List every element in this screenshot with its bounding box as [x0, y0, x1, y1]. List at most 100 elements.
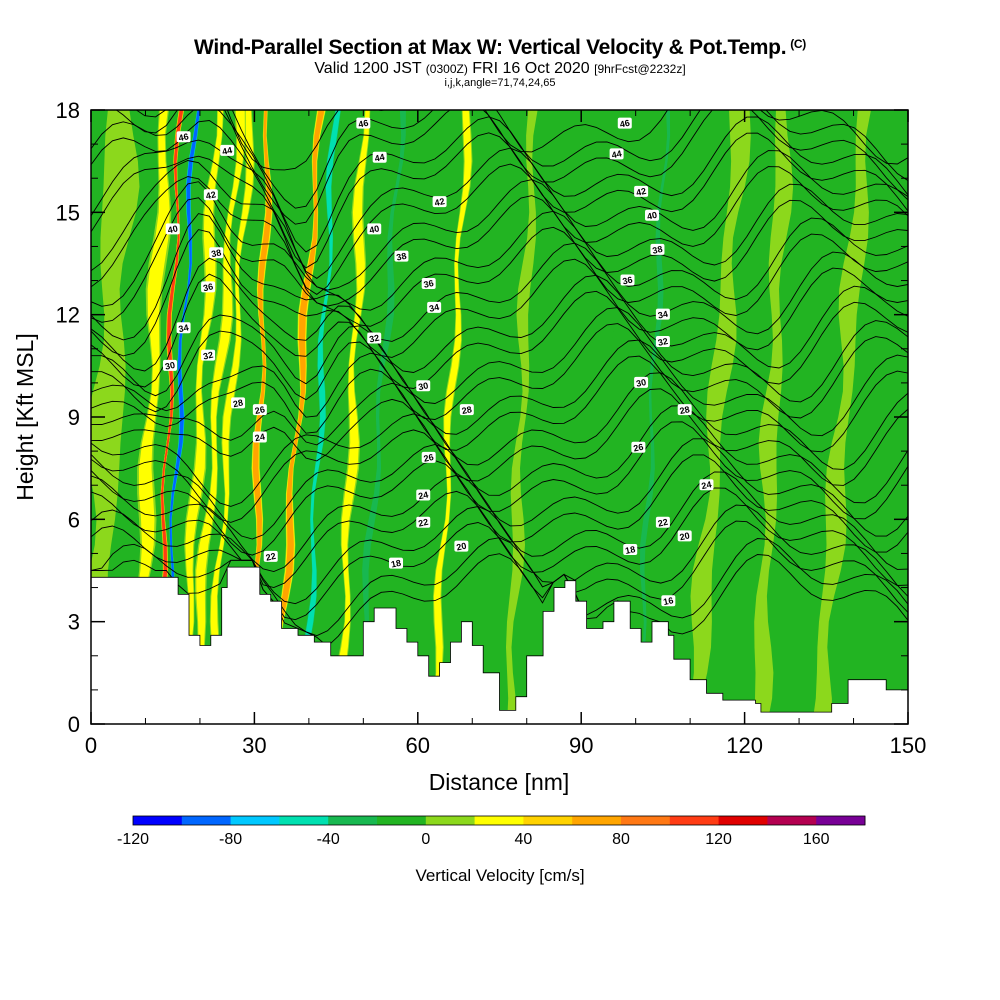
- isentrope-line: [91, 520, 908, 621]
- velocity-band: [131, 110, 170, 724]
- contour-label: 28: [459, 404, 474, 416]
- y-tick: 3: [68, 610, 908, 635]
- contour-label: 24: [416, 489, 431, 502]
- velocity-column: [686, 110, 751, 724]
- velocity-band: [205, 110, 254, 724]
- contour-label: 38: [394, 250, 409, 263]
- contour-label: 40: [645, 209, 660, 222]
- velocity-column: [159, 110, 201, 724]
- y-tick: 9: [68, 405, 908, 430]
- velocity-band: [275, 110, 325, 724]
- contour-label-text: 18: [390, 558, 402, 570]
- colorbar-swatch: [279, 816, 329, 825]
- chart-title-mark: (C): [790, 37, 806, 51]
- isentrope-line: [91, 229, 908, 358]
- contour-label-text: 36: [622, 275, 634, 287]
- contour-label: 38: [650, 243, 665, 256]
- x-tick-label: 90: [569, 733, 593, 758]
- velocity-columns: [91, 110, 871, 724]
- contour-label-text: 46: [357, 118, 369, 130]
- isentrope-line: [91, 487, 908, 588]
- contour-label-text: 22: [417, 517, 429, 529]
- isentrope-line: [91, 471, 908, 572]
- contour-label: 36: [201, 281, 216, 293]
- velocity-band: [160, 110, 201, 724]
- isentrope-line: [91, 181, 908, 311]
- velocity-band: [429, 110, 472, 724]
- velocity-column: [350, 110, 407, 724]
- contour-label-text: 30: [164, 360, 176, 372]
- colorbar-tick-label: 120: [705, 831, 732, 848]
- x-tick: 0: [85, 110, 97, 758]
- isentrope-line: [91, 176, 908, 307]
- contour-label-text: 26: [632, 442, 644, 454]
- isentrope-line: [91, 372, 908, 470]
- contour-label: 42: [432, 196, 447, 208]
- contour-label: 22: [416, 516, 431, 529]
- velocity-band: [249, 110, 272, 724]
- colorbar-swatch: [621, 816, 671, 825]
- contour-label: 44: [220, 144, 235, 157]
- contour-label-text: 24: [417, 490, 429, 502]
- isentrope-line: [91, 307, 908, 404]
- contour-label-text: 34: [657, 309, 669, 321]
- y-tick: 15: [56, 200, 908, 225]
- isentrope-line: [91, 273, 908, 389]
- isentrope-line: [91, 213, 908, 342]
- contour-label: 34: [176, 322, 191, 334]
- contour-label: 32: [655, 335, 670, 348]
- contour-label: 34: [655, 308, 670, 321]
- contour-label: 46: [176, 131, 191, 143]
- isentrope-line: [91, 405, 908, 507]
- isentrope-line: [91, 421, 908, 523]
- contour-label: 32: [367, 332, 382, 345]
- isentrope-line: [91, 160, 908, 291]
- velocity-band: [154, 110, 184, 724]
- contour-label: 30: [634, 376, 649, 389]
- contour-label: 32: [201, 349, 216, 362]
- colorbar-frame: [132, 815, 866, 826]
- contour-label-text: 16: [662, 595, 674, 607]
- y-tick-label: 6: [68, 507, 80, 532]
- contour-label-text: 42: [434, 196, 446, 208]
- isentrope-line: [226, 110, 908, 171]
- terrain: [91, 566, 908, 724]
- x-tick: 60: [406, 110, 430, 758]
- y-tick-label: 0: [68, 712, 80, 737]
- contour-label-text: 40: [368, 223, 380, 235]
- colorbar-swatch: [767, 816, 817, 825]
- isentrope-line: [91, 355, 908, 453]
- velocity-column: [129, 110, 172, 724]
- velocity-band: [174, 110, 223, 724]
- contour-label-text: 38: [210, 247, 222, 259]
- isentrope-line: [135, 110, 908, 209]
- colorbar-swatch: [181, 816, 232, 825]
- colorbar-swatch: [816, 816, 866, 825]
- contour-label: 40: [165, 223, 180, 235]
- contour-label-text: 20: [455, 541, 467, 553]
- velocity-column: [332, 110, 371, 724]
- contour-labels: 46 44 42 40 38 36 34 32 30 28 26 24 22 46 44 42 40 38 36 34…: [162, 117, 714, 607]
- y-tick-label: 18: [56, 98, 80, 123]
- x-tick-label: 150: [890, 733, 927, 758]
- colorbar-tick-label: 160: [803, 831, 830, 848]
- contour-label: 30: [162, 359, 177, 372]
- contour-label: 16: [661, 595, 676, 607]
- velocity-column: [461, 110, 495, 724]
- contour-label-text: 40: [646, 210, 658, 222]
- isentrope-line: [115, 110, 908, 225]
- colorbar-swatch: [230, 816, 280, 825]
- contour-label-text: 42: [635, 186, 647, 198]
- contour-label-text: 32: [368, 333, 380, 345]
- subtitle-valid: Valid 1200 JST: [314, 60, 422, 77]
- contour-label: 18: [389, 557, 404, 570]
- contour-label-text: 22: [657, 517, 669, 529]
- x-tick: 90: [569, 110, 593, 758]
- subtitle-utc: (0300Z): [425, 62, 468, 76]
- colorbar-swatch: [133, 816, 183, 825]
- colorbar-swatch: [669, 816, 720, 825]
- contour-label: 22: [263, 550, 278, 563]
- velocity-column: [752, 110, 794, 724]
- contour-label-text: 22: [265, 551, 277, 563]
